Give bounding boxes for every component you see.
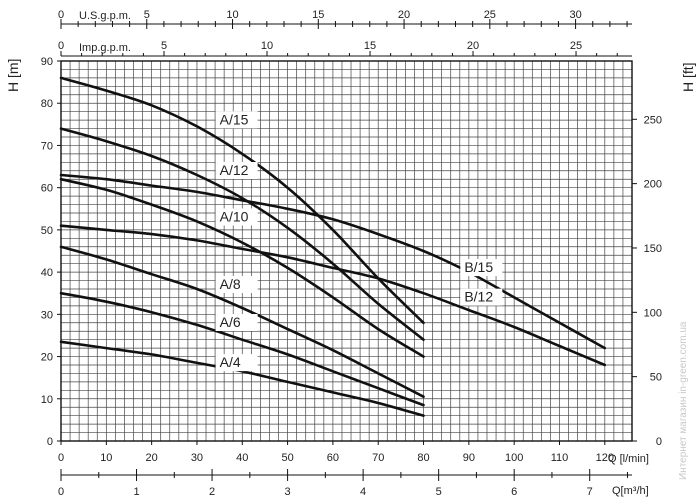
x-top2-axis-label: Imp.g.p.m. bbox=[79, 42, 131, 54]
series-line-a-15 bbox=[59, 76, 425, 325]
x-top2-tick-label: 25 bbox=[570, 40, 582, 52]
x-bottom-tick-label: 0 bbox=[58, 452, 64, 464]
x-top-tick-label: 30 bbox=[569, 9, 581, 21]
series-label-a-15: A/15 bbox=[220, 111, 249, 127]
x-bottom2-tick-label: 0 bbox=[58, 486, 64, 498]
y-left-tick-label: 40 bbox=[41, 267, 53, 279]
x-top-tick-label: 25 bbox=[484, 9, 496, 21]
series-label-bg-a-10 bbox=[215, 208, 258, 226]
x-top-tick-label: 0 bbox=[58, 9, 64, 21]
x-top2-tick-label: 0 bbox=[58, 40, 64, 52]
y-left-tick-label: 10 bbox=[41, 394, 53, 406]
series-label-b-12: B/12 bbox=[464, 289, 493, 305]
x-bottom-tick-label: 120 bbox=[596, 452, 614, 464]
x-top-tick-label: 15 bbox=[312, 9, 324, 21]
x-bottom-axis-label: Q [l/min] bbox=[608, 453, 649, 465]
series-line-b-15 bbox=[59, 173, 607, 350]
x-top2-tick-label: 10 bbox=[261, 40, 273, 52]
x-bottom-tick-label: 70 bbox=[372, 452, 384, 464]
y-left-tick-label: 20 bbox=[41, 352, 53, 364]
y-left-tick-label: 0 bbox=[47, 436, 53, 448]
series-line-a-12 bbox=[59, 127, 425, 341]
x-bottom2-tick-label: 2 bbox=[209, 486, 215, 498]
x-bottom2-tick-label: 7 bbox=[587, 486, 593, 498]
y-right-tick-label: 100 bbox=[644, 307, 662, 319]
y-right-tick-label: 150 bbox=[644, 243, 662, 255]
x-bottom2-tick-label: 4 bbox=[360, 486, 366, 498]
x-bottom2-tick-label: 1 bbox=[133, 486, 139, 498]
chart-series-labels: A/15 A/12 A/10 A/8 A/6 A/4 B/15 B/12 bbox=[215, 111, 503, 372]
x-bottom-tick-label: 50 bbox=[281, 452, 293, 464]
series-line-a-10 bbox=[59, 177, 425, 358]
y-left-axis-label: H [m] bbox=[5, 59, 21, 92]
y-left-tick-label: 50 bbox=[41, 225, 53, 237]
x-bottom-tick-label: 90 bbox=[463, 452, 475, 464]
x-bottom-tick-label: 110 bbox=[551, 452, 569, 464]
series-line-a-6 bbox=[59, 291, 425, 407]
x-bottom2-tick-label: 3 bbox=[285, 486, 291, 498]
x-bottom-tick-label: 40 bbox=[236, 452, 248, 464]
x-bottom-tick-label: 60 bbox=[327, 452, 339, 464]
x-bottom-tick-label: 20 bbox=[146, 452, 158, 464]
y-right-axis-label: H [ft] bbox=[680, 62, 696, 92]
series-label-bg-b-12 bbox=[460, 288, 503, 306]
x-top-tick-label: 10 bbox=[226, 9, 238, 21]
series-label-bg-a-12 bbox=[215, 162, 258, 179]
series-label-b-15: B/15 bbox=[464, 259, 493, 275]
plot-frame bbox=[60, 60, 633, 442]
series-label-bg-a-6 bbox=[215, 314, 258, 331]
x-top-tick-label: 20 bbox=[398, 9, 410, 21]
x-bottom2-tick-label: 6 bbox=[511, 486, 517, 498]
series-label-a-4: A/4 bbox=[220, 354, 241, 370]
series-line-b-12 bbox=[59, 224, 607, 367]
x-bottom2-axis-label: Q[m³/h] bbox=[612, 485, 649, 497]
y-left-tick-label: 70 bbox=[41, 140, 53, 152]
x-top2-tick-label: 5 bbox=[161, 40, 167, 52]
series-label-bg-a-8 bbox=[215, 276, 258, 293]
series-line-a-8 bbox=[59, 245, 425, 398]
y-left-tick-label: 30 bbox=[41, 309, 53, 321]
x-bottom2-tick-label: 5 bbox=[436, 486, 442, 498]
x-top-tick-label: 5 bbox=[144, 9, 150, 21]
chart-series bbox=[59, 76, 607, 417]
y-right-tick-label: 250 bbox=[644, 114, 662, 126]
series-label-a-12: A/12 bbox=[220, 162, 249, 178]
x-bottom-tick-label: 80 bbox=[417, 452, 429, 464]
y-left-tick-label: 80 bbox=[41, 98, 53, 110]
series-label-a-10: A/10 bbox=[220, 208, 249, 224]
series-label-a-8: A/8 bbox=[220, 276, 241, 292]
chart-grid bbox=[60, 60, 633, 442]
series-line-a-4 bbox=[59, 340, 425, 417]
series-label-bg-b-15 bbox=[460, 259, 503, 277]
x-top-axis-label: U.S.g.p.m. bbox=[79, 10, 131, 22]
series-label-a-6: A/6 bbox=[220, 314, 241, 330]
x-top2-tick-label: 20 bbox=[467, 40, 479, 52]
series-label-bg-a-4 bbox=[215, 354, 258, 372]
x-bottom-tick-label: 100 bbox=[505, 452, 523, 464]
y-left-tick-label: 90 bbox=[41, 56, 53, 68]
y-right-tick-label: 0 bbox=[656, 436, 662, 448]
watermark-text: Интернет магазин in-green.com.ua bbox=[678, 321, 689, 480]
x-bottom-tick-label: 10 bbox=[100, 452, 112, 464]
series-label-bg-a-15 bbox=[215, 111, 258, 129]
x-bottom-tick-label: 30 bbox=[191, 452, 203, 464]
y-right-tick-label: 200 bbox=[644, 179, 662, 191]
x-top2-tick-label: 15 bbox=[364, 40, 376, 52]
y-right-tick-label: 50 bbox=[650, 372, 662, 384]
y-left-tick-label: 60 bbox=[41, 183, 53, 195]
